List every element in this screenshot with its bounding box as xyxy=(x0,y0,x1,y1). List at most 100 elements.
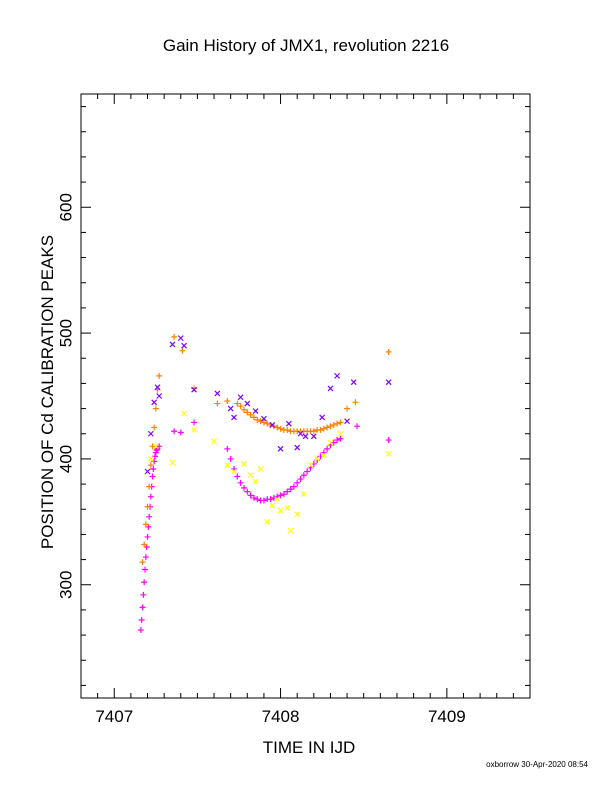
data-point xyxy=(307,462,314,469)
data-point xyxy=(179,347,186,354)
data-point xyxy=(177,429,184,436)
data-point xyxy=(352,399,359,406)
data-point xyxy=(297,476,304,483)
data-point xyxy=(284,488,291,495)
data-point xyxy=(294,479,301,486)
x-tick-label: 7409 xyxy=(428,707,466,726)
data-point xyxy=(344,418,350,425)
data-point xyxy=(330,421,337,428)
data-point xyxy=(224,462,231,469)
data-point xyxy=(337,419,344,426)
data-point xyxy=(144,468,151,475)
x-axis-title: TIME IN IJD xyxy=(262,738,356,757)
data-point xyxy=(385,437,392,444)
data-point xyxy=(269,502,276,509)
data-point xyxy=(254,416,261,423)
data-point xyxy=(337,430,344,437)
data-point xyxy=(350,379,357,386)
data-point xyxy=(277,492,284,499)
data-point xyxy=(237,403,244,410)
data-point xyxy=(149,473,156,480)
data-point xyxy=(261,415,267,422)
data-points xyxy=(137,333,392,634)
data-point xyxy=(297,430,304,437)
data-point xyxy=(250,414,257,421)
data-point xyxy=(171,333,178,340)
data-point xyxy=(354,423,361,430)
data-point xyxy=(144,503,151,510)
data-point xyxy=(247,472,254,479)
footer-stamp: oxborrow 30-Apr-2020 08:54 xyxy=(486,760,588,769)
data-point xyxy=(227,455,234,462)
data-point xyxy=(171,428,178,435)
data-point xyxy=(139,559,146,566)
data-point xyxy=(247,411,254,418)
data-point xyxy=(334,420,341,427)
data-point xyxy=(344,405,351,412)
series-3 xyxy=(144,335,392,475)
data-point xyxy=(385,379,392,386)
data-point xyxy=(244,400,251,407)
data-point xyxy=(277,507,284,514)
data-point xyxy=(277,445,284,452)
data-point xyxy=(257,466,264,472)
data-point xyxy=(227,405,234,412)
data-point xyxy=(274,496,281,503)
data-point xyxy=(154,384,161,391)
plot-frame xyxy=(80,93,531,699)
data-point xyxy=(149,443,156,450)
data-point xyxy=(337,435,344,442)
data-point xyxy=(240,484,247,491)
x-tick-label: 7408 xyxy=(262,707,300,726)
data-point xyxy=(152,405,159,412)
data-point xyxy=(224,445,231,452)
data-point xyxy=(141,579,148,586)
data-point xyxy=(137,627,144,634)
data-point xyxy=(244,409,251,416)
y-axis-title: POSITION OF Cd CALIBRATION PEAKS xyxy=(38,234,57,550)
data-point xyxy=(237,479,244,486)
y-tick-label: 400 xyxy=(56,445,75,473)
data-point xyxy=(224,398,231,405)
data-point xyxy=(214,390,221,397)
data-point xyxy=(152,443,159,450)
data-point xyxy=(302,433,309,440)
data-point xyxy=(240,406,247,413)
data-point xyxy=(294,444,301,451)
data-point xyxy=(150,465,157,472)
data-point xyxy=(324,424,331,431)
data-point xyxy=(141,541,148,548)
data-point xyxy=(231,468,237,475)
data-point xyxy=(284,426,291,433)
data-point xyxy=(234,473,241,480)
data-point xyxy=(138,616,145,623)
data-point xyxy=(244,488,251,495)
data-point xyxy=(260,419,267,426)
data-point xyxy=(330,439,337,446)
data-point xyxy=(191,427,198,433)
data-point xyxy=(254,496,261,503)
data-point xyxy=(324,445,331,452)
data-point xyxy=(327,439,334,446)
data-point xyxy=(252,408,259,415)
data-point xyxy=(284,505,291,511)
y-tick-label: 500 xyxy=(56,319,75,347)
data-point xyxy=(191,386,198,393)
data-point xyxy=(327,423,334,430)
data-point xyxy=(287,486,294,493)
data-point xyxy=(274,424,281,431)
x-axis-title-wrap: TIME IN IJD xyxy=(0,738,612,758)
data-point xyxy=(156,372,163,379)
data-point xyxy=(287,527,294,534)
data-point xyxy=(144,533,151,540)
data-point xyxy=(151,458,158,465)
data-point xyxy=(147,462,154,469)
x-tick-label: 7407 xyxy=(95,707,133,726)
data-point xyxy=(181,342,188,349)
data-point xyxy=(191,419,198,426)
series-2 xyxy=(139,333,392,566)
data-point xyxy=(294,511,301,518)
data-point xyxy=(269,422,276,428)
data-point xyxy=(247,492,254,499)
data-point xyxy=(177,335,184,342)
